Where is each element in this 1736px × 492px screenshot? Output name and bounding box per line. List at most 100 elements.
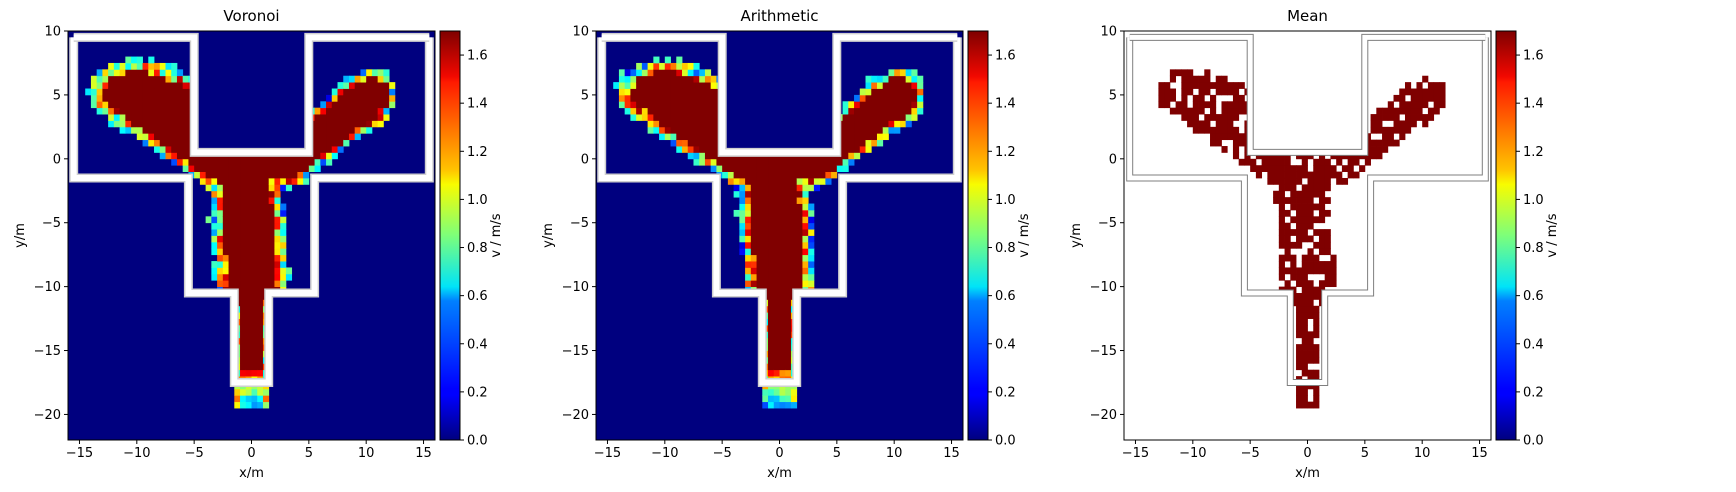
heatmap-cell	[687, 94, 694, 102]
heatmap-cell	[876, 94, 884, 102]
heatmap-cell	[234, 184, 241, 192]
heatmap-cell	[1215, 88, 1222, 96]
heatmap-cell	[326, 120, 333, 128]
heatmap-cell	[1164, 94, 1171, 102]
heatmap-cell	[888, 107, 895, 115]
heatmap-cell	[182, 126, 189, 134]
heatmap-cell	[779, 261, 786, 268]
y-tick-label: −20	[562, 408, 589, 423]
heatmap-cell	[1301, 203, 1308, 211]
heatmap-cell	[1318, 267, 1326, 275]
heatmap-cell	[211, 184, 218, 192]
heatmap-cell	[165, 82, 172, 89]
heatmap-cell	[1313, 171, 1320, 179]
heatmap-cell	[1301, 216, 1308, 224]
heatmap-cell	[1301, 369, 1308, 377]
heatmap-cell	[331, 101, 338, 109]
heatmap-cell	[1198, 94, 1205, 102]
heatmap-cell	[217, 273, 224, 281]
heatmap-cell	[222, 209, 229, 217]
heatmap-cell	[1296, 190, 1303, 198]
heatmap-cell	[699, 107, 706, 115]
heatmap-cell	[125, 56, 132, 64]
heatmap-cell	[1307, 248, 1314, 256]
heatmap-cell	[176, 120, 184, 128]
heatmap-cell	[779, 324, 786, 332]
heatmap-cell	[859, 114, 866, 121]
heatmap-cell	[1318, 158, 1326, 166]
heatmap-cell	[326, 139, 333, 147]
heatmap-cell	[274, 222, 281, 230]
heatmap-cell	[1301, 337, 1308, 345]
heatmap-cell	[1273, 158, 1280, 166]
heatmap-cell	[785, 222, 792, 230]
heatmap-cell	[790, 177, 798, 185]
colorbar-tick-label: 0.2	[1523, 385, 1544, 400]
heatmap-cell	[1290, 273, 1297, 281]
x-tick-label: −15	[594, 446, 621, 461]
heatmap-cell	[773, 299, 780, 307]
heatmap-cell	[96, 75, 103, 83]
heatmap-cell	[222, 280, 229, 288]
heatmap-cell	[343, 133, 350, 141]
heatmap-cell	[871, 101, 878, 109]
heatmap-cell	[1273, 177, 1280, 185]
heatmap-cell	[745, 184, 752, 192]
y-tick-label: 0	[1109, 152, 1117, 167]
heatmap-cell	[779, 299, 786, 307]
heatmap-cell	[205, 177, 212, 185]
heatmap-cell	[257, 222, 264, 230]
heatmap-cell	[756, 190, 763, 198]
heatmap-cell	[756, 280, 763, 288]
heatmap-cell	[1210, 133, 1217, 141]
heatmap-cell	[647, 62, 654, 70]
heatmap-cell	[1324, 197, 1331, 204]
heatmap-cell	[240, 216, 247, 224]
heatmap-cell	[234, 165, 241, 172]
heatmap-cell	[1278, 158, 1285, 166]
heatmap-cell	[727, 171, 735, 179]
heatmap-cell	[1313, 388, 1320, 396]
heatmap-cell	[280, 248, 287, 256]
heatmap-cell	[257, 158, 264, 166]
heatmap-cell	[704, 146, 712, 153]
heatmap-cell	[796, 171, 803, 179]
heatmap-cell	[750, 248, 757, 256]
heatmap-cell	[1221, 133, 1228, 141]
heatmap-cell	[337, 114, 344, 121]
heatmap-cell	[653, 82, 660, 89]
heatmap-cell	[664, 88, 671, 96]
heatmap-cell	[1215, 139, 1222, 147]
heatmap-cell	[1301, 324, 1308, 332]
heatmap-cell	[199, 165, 207, 172]
heatmap-cell	[808, 216, 815, 224]
heatmap-cell	[624, 107, 631, 115]
heatmap-cell	[659, 62, 666, 70]
heatmap-cell	[211, 190, 218, 198]
heatmap-cell	[682, 88, 689, 96]
heatmap-cell	[285, 267, 293, 275]
heatmap-cell	[1307, 254, 1314, 262]
heatmap-cell	[326, 158, 333, 166]
heatmap-cell	[779, 280, 786, 288]
heatmap-cell	[613, 82, 620, 89]
heatmap-cell	[383, 114, 390, 121]
heatmap-cell	[159, 101, 166, 109]
heatmap-cell	[268, 190, 275, 198]
colorbar-tick-label: 0.6	[1523, 289, 1544, 304]
heatmap-cell	[159, 88, 166, 96]
heatmap-cell	[1296, 235, 1303, 243]
heatmap-cell	[251, 254, 258, 262]
heatmap-cell	[618, 69, 626, 77]
heatmap-cell	[268, 254, 275, 262]
heatmap-cell	[303, 158, 310, 166]
heatmap-cell	[1301, 312, 1308, 319]
heatmap-cell	[785, 241, 792, 249]
heatmap-cell	[802, 209, 809, 217]
heatmap-cell	[314, 107, 321, 115]
heatmap-cell	[148, 101, 155, 109]
heatmap-cell	[320, 139, 327, 147]
heatmap-cell	[148, 120, 155, 128]
wall	[598, 37, 961, 386]
heatmap-cell	[326, 133, 333, 141]
